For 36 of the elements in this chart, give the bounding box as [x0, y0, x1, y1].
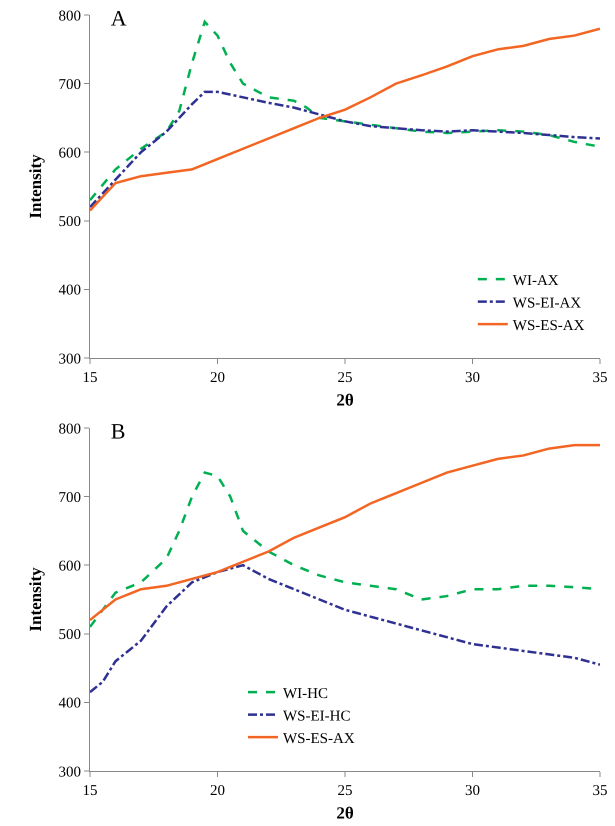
legend-label: WI-AX: [512, 272, 559, 289]
x-axis-title: 2θ: [336, 803, 354, 822]
x-tick-label: 15: [82, 370, 98, 386]
y-tick-label: 500: [58, 627, 81, 644]
y-tick-label: 700: [58, 490, 81, 506]
y-tick-label: 800: [58, 8, 81, 24]
line-series: [90, 90, 600, 208]
y-tick-label: 400: [58, 282, 81, 299]
y-tick-label: 300: [58, 764, 81, 780]
y-tick-label: 600: [58, 558, 81, 574]
line-series: [90, 444, 600, 622]
x-tick-label: 30: [465, 370, 480, 386]
x-tick-label: 15: [82, 783, 98, 799]
x-tick-label: 25: [338, 783, 352, 799]
x-axis-title: 2θ: [336, 390, 354, 410]
x-tick-label: 35: [592, 370, 608, 386]
chart-title: A: [110, 6, 127, 31]
y-axis-title: Intensity: [26, 566, 46, 632]
x-tick-label: 20: [210, 370, 225, 386]
y-axis-title: Intensity: [26, 154, 46, 219]
y-tick-label: 500: [58, 214, 81, 230]
y-tick-label: 800: [58, 421, 81, 438]
x-tick-label: 35: [592, 783, 608, 799]
y-tick-label: 400: [58, 696, 81, 712]
y-tick-label: 700: [58, 76, 81, 93]
y-tick-label: 600: [58, 145, 81, 162]
legend-label: WS-ES-AX: [283, 730, 355, 747]
x-tick-label: 25: [338, 370, 352, 386]
chart-title: B: [110, 418, 126, 444]
legend-label: WS-EI-HC: [283, 708, 350, 724]
x-tick-label: 20: [210, 783, 225, 799]
legend-label: WI-HC: [283, 686, 328, 702]
x-tick-label: 30: [465, 783, 480, 799]
y-tick-label: 300: [58, 351, 81, 368]
legend-label: WS-ES-AX: [512, 318, 585, 334]
legend-label: WS-EI-AX: [512, 295, 582, 312]
